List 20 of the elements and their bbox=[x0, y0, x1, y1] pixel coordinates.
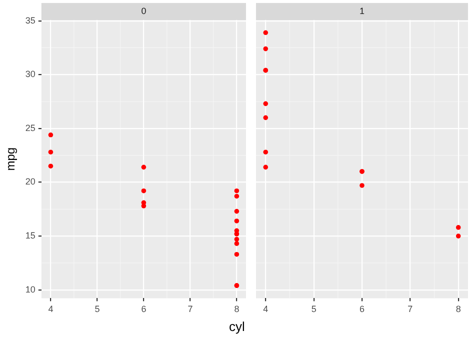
y-tick-label: 35 bbox=[25, 15, 36, 26]
y-tick-label: 15 bbox=[25, 230, 36, 241]
x-tick-label: 4 bbox=[48, 304, 54, 314]
x-tick-label: 5 bbox=[311, 304, 316, 314]
y-tick-label: 20 bbox=[25, 176, 36, 187]
y-axis-title: mpg bbox=[4, 147, 18, 171]
chart-title: 1 bbox=[359, 6, 365, 16]
x-tick-label: 7 bbox=[188, 304, 193, 314]
x-tick-label: 7 bbox=[408, 304, 413, 314]
x-tick-label: 6 bbox=[141, 304, 146, 314]
y-tick-label: 30 bbox=[25, 69, 36, 80]
y-tick-label: 25 bbox=[25, 122, 36, 133]
chart-title: 0 bbox=[141, 6, 146, 16]
x-tick-label: 4 bbox=[263, 304, 268, 314]
y-tick-label: 10 bbox=[25, 284, 36, 294]
x-tick-label: 5 bbox=[94, 304, 100, 314]
x-axis-title: cyl bbox=[228, 319, 246, 334]
x-tick-label: 6 bbox=[359, 304, 365, 314]
x-tick-label: 8 bbox=[456, 304, 461, 314]
x-tick-label: 8 bbox=[234, 304, 240, 314]
